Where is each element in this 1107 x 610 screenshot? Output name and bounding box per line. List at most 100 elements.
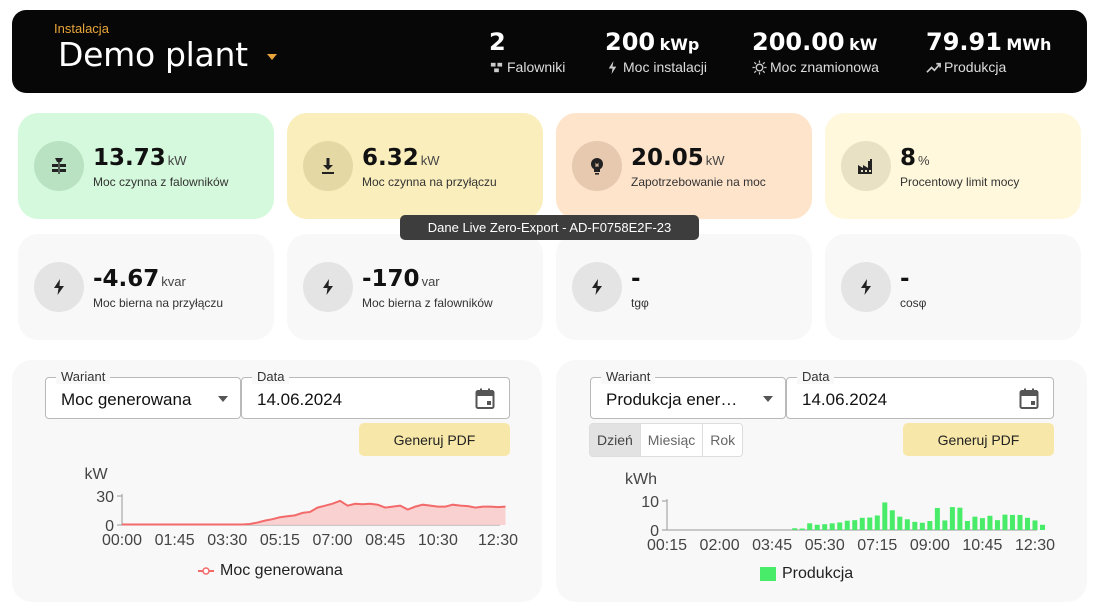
card-value: 20.05: [631, 145, 704, 171]
calendar-icon[interactable]: [1019, 388, 1039, 410]
chevron-down-icon[interactable]: [267, 54, 277, 60]
bar: [987, 515, 993, 530]
chart-legend: Moc generowana: [198, 562, 343, 580]
bar: [1017, 514, 1023, 530]
bar: [874, 515, 880, 530]
x-tick-label: 05:15: [260, 532, 300, 549]
x-tick-label: 09:00: [910, 537, 950, 554]
bar: [1002, 514, 1008, 530]
bar: [934, 507, 940, 530]
left-chart-panel: Wariant Moc generowana Data 14.06.2024 G…: [12, 360, 542, 602]
card-value: -4.67: [93, 266, 160, 292]
bar: [852, 520, 858, 530]
stat-value: 200.00: [752, 28, 845, 56]
bar: [904, 519, 910, 530]
inverter-icon: [490, 62, 503, 72]
y-axis-label: kW: [84, 466, 108, 483]
bar: [972, 516, 978, 530]
stat-rated-power: 200.00 kW Moc znamionowa: [752, 28, 879, 75]
card-unit: %: [918, 153, 930, 168]
card-label: Procentowy limit mocy: [900, 175, 1020, 189]
card-label: Moc bierna z falowników: [362, 296, 493, 310]
bar: [1024, 517, 1030, 530]
legend-line-icon: [198, 567, 214, 575]
calendar-icon[interactable]: [475, 388, 495, 410]
bar: [1040, 524, 1046, 530]
chevron-down-icon[interactable]: [218, 396, 228, 402]
x-tick-label: 01:45: [155, 532, 195, 549]
stat-inverters: 2 Falowniki: [489, 28, 565, 75]
x-tick-label: 00:15: [647, 537, 687, 554]
card-value: 13.73: [93, 145, 166, 171]
card-reactive-power-grid: -4.67 kvar Moc bierna na przyłączu: [18, 234, 274, 340]
series-area: [122, 500, 506, 525]
factory-icon: [858, 159, 872, 174]
x-tick-label: 05:30: [805, 537, 845, 554]
date-field[interactable]: Data 14.06.2024: [241, 369, 510, 419]
bar: [1032, 520, 1038, 530]
card-power-demand: 20.05 kW Zapotrzebowanie na moc: [556, 113, 812, 219]
series-line: [122, 499, 506, 526]
generate-pdf-button[interactable]: Generuj PDF: [903, 423, 1054, 456]
bar: [927, 521, 933, 530]
trending-up-icon: [926, 62, 941, 73]
card-power-limit: 8% Procentowy limit mocy: [825, 113, 1081, 219]
bolt-icon: [323, 279, 333, 295]
card-label: tgφ: [631, 296, 649, 310]
stat-value: 200: [605, 28, 656, 56]
tab-day[interactable]: Dzień: [590, 424, 641, 456]
card-label: Moc czynna z falowników: [93, 175, 229, 189]
card-unit: kW: [167, 153, 187, 168]
bar: [792, 528, 798, 530]
power-chart: 0 30 00:00 01:45 03:30 05:15 07:00 08:45 10:30 12…: [84, 466, 518, 549]
chart-legend: Produkcja: [760, 565, 853, 583]
sun-icon: [752, 59, 767, 75]
x-tick-label: 03:30: [207, 532, 247, 549]
x-tick-label: 03:45: [752, 537, 792, 554]
tab-month[interactable]: Miesiąc: [640, 424, 704, 456]
bar: [949, 507, 955, 530]
variant-select[interactable]: Wariant Moc generowana: [45, 369, 241, 419]
stat-value: 79.91: [926, 28, 1002, 56]
legend-label: Produkcja: [782, 565, 854, 582]
x-tick-label: 02:00: [700, 537, 740, 554]
card-unit: kW: [420, 153, 440, 168]
card-active-power-inverters: 13.73 kW Moc czynna z falowników: [18, 113, 274, 219]
chevron-down-icon[interactable]: [763, 396, 773, 402]
stat-unit: kW: [849, 35, 878, 54]
bar: [799, 528, 805, 530]
generate-pdf-button[interactable]: Generuj PDF: [359, 423, 510, 456]
card-value: -: [900, 266, 910, 292]
bar: [957, 507, 963, 530]
bar: [807, 523, 813, 530]
card-label: Zapotrzebowanie na moc: [631, 175, 766, 189]
stat-unit: MWh: [1006, 35, 1052, 54]
stat-installed-power: 200 kWp Moc instalacji: [605, 28, 707, 75]
y-tick-label: 30: [96, 489, 114, 506]
date-label: Data: [797, 369, 835, 384]
bar: [912, 521, 918, 530]
stat-label: Falowniki: [507, 59, 566, 75]
bar: [814, 524, 820, 530]
date-field[interactable]: Data 14.06.2024: [786, 369, 1054, 419]
variant-value: Produkcja ener…: [606, 390, 738, 409]
card-reactive-power-inverters: -170 var Moc bierna z falowników: [287, 234, 543, 340]
stat-label: Produkcja: [944, 59, 1007, 75]
card-label: Moc czynna na przyłączu: [362, 175, 497, 189]
x-tick-label: 08:45: [365, 532, 405, 549]
download-icon: [322, 158, 334, 174]
bar: [829, 523, 835, 530]
bar: [919, 522, 925, 530]
variant-label: Wariant: [601, 369, 656, 384]
bar: [964, 521, 970, 530]
bar: [889, 510, 895, 530]
plant-selector[interactable]: Demo plant: [58, 35, 248, 74]
card-unit: kW: [705, 153, 725, 168]
bar: [822, 524, 828, 530]
card-value: -170: [362, 266, 420, 292]
y-axis-label: kWh: [625, 471, 657, 488]
variant-select[interactable]: Wariant Produkcja ener…: [590, 369, 786, 419]
tab-year[interactable]: Rok: [703, 424, 743, 456]
x-tick-label: 07:15: [857, 537, 897, 554]
legend-label: Moc generowana: [220, 562, 343, 579]
